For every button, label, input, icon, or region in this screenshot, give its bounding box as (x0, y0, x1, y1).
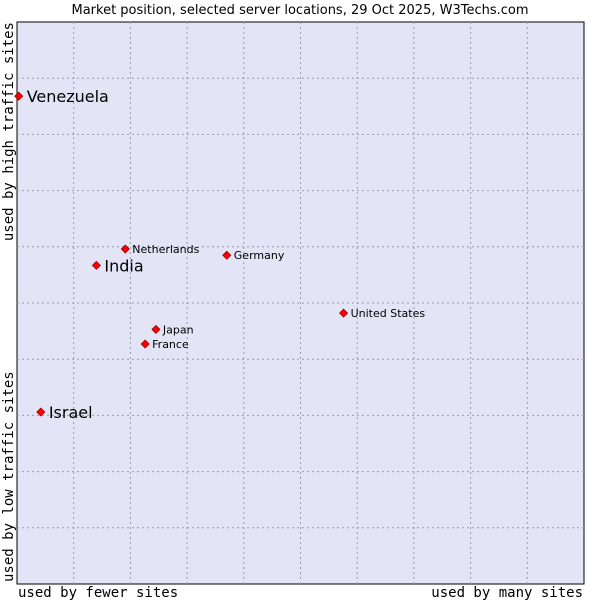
point-marker-germany (222, 250, 232, 260)
point-marker-venezuela (14, 91, 24, 101)
point-label-india: India (104, 256, 143, 275)
data-points: Venezuela India Israel Netherlands Germany Un… (14, 87, 426, 422)
x-axis-label-right: used by many sites (431, 585, 583, 600)
point-label-germany: Germany (234, 249, 285, 262)
point-marker-japan (151, 324, 161, 334)
y-axis-label-top: used by high traffic sites (1, 22, 17, 241)
point-label-japan: Japan (162, 323, 194, 336)
point-label-venezuela: Venezuela (27, 87, 109, 106)
y-axis-label-bottom: used by low traffic sites (1, 371, 17, 582)
point-marker-israel (36, 407, 46, 417)
grid-lines (17, 22, 584, 584)
point-label-netherlands: Netherlands (132, 243, 199, 256)
point-marker-india (91, 260, 101, 270)
point-marker-united-states (339, 308, 349, 318)
x-axis-label-left: used by fewer sites (18, 585, 178, 600)
point-label-israel: Israel (49, 403, 93, 422)
point-label-france: France (152, 338, 189, 351)
chart-title: Market position, selected server locatio… (71, 3, 528, 18)
point-label-united-states: United States (351, 307, 426, 320)
point-marker-france (140, 339, 150, 349)
point-marker-netherlands (120, 244, 130, 254)
